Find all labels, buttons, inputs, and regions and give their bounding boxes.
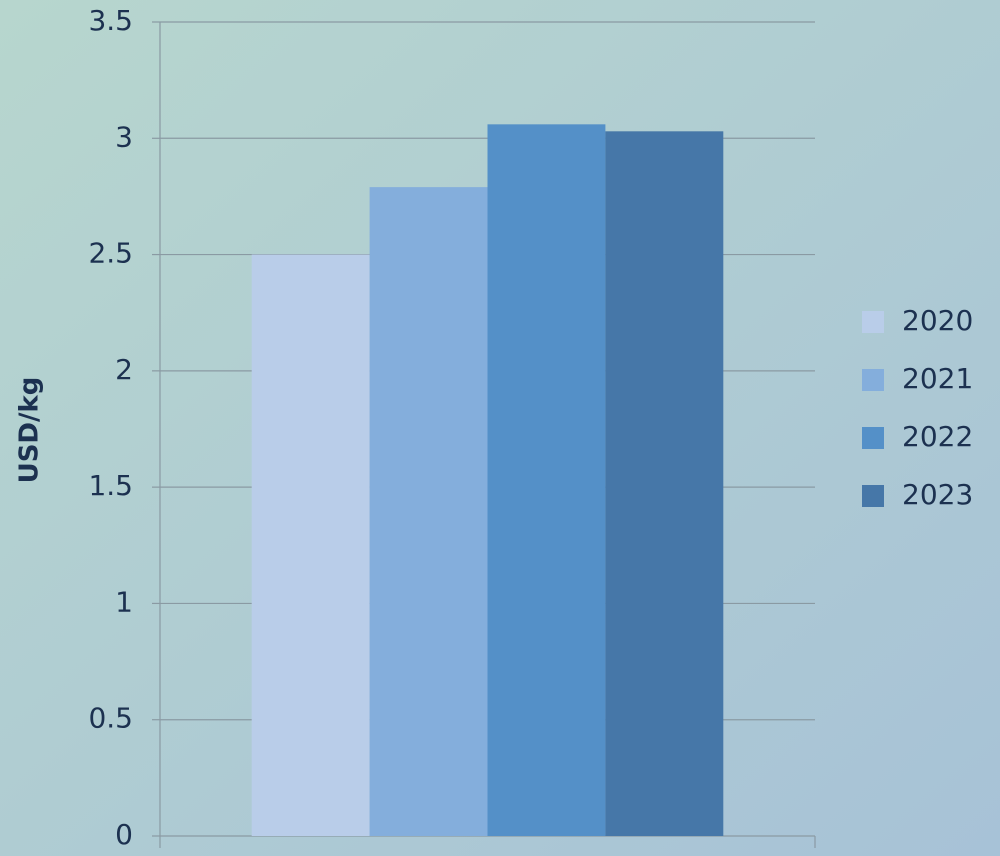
y-tick-label: 0 <box>115 818 133 851</box>
bar <box>251 254 370 837</box>
y-tick-label: 2 <box>115 353 133 386</box>
y-tick-label: 1 <box>115 585 133 618</box>
legend-label: 2020 <box>902 304 973 337</box>
bar <box>487 124 606 837</box>
legend-swatch <box>862 311 884 333</box>
y-tick-label: 0.5 <box>88 702 133 735</box>
y-tick-label: 3.5 <box>88 4 133 37</box>
bar <box>369 187 488 836</box>
y-tick-label: 1.5 <box>88 469 133 502</box>
y-tick-label: 2.5 <box>88 237 133 270</box>
legend-swatch <box>862 485 884 507</box>
legend-label: 2021 <box>902 362 973 395</box>
legend-label: 2023 <box>902 478 973 511</box>
legend-label: 2022 <box>902 420 973 453</box>
y-axis-label: USD/kg <box>15 377 45 484</box>
legend-swatch <box>862 427 884 449</box>
bar <box>605 131 724 836</box>
legend-swatch <box>862 369 884 391</box>
y-tick-label: 3 <box>115 120 133 153</box>
